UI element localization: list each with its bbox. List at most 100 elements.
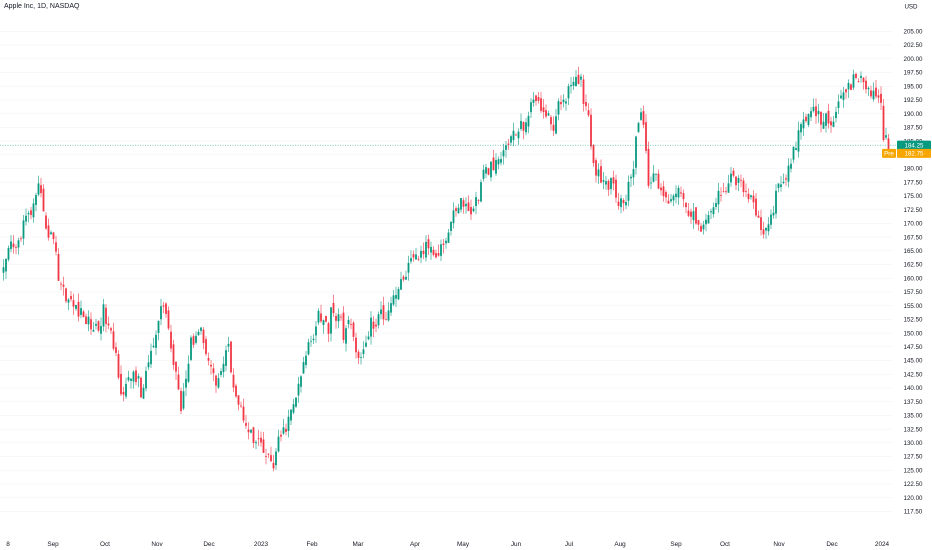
price-tick-label: 140.00 xyxy=(904,385,923,392)
candle xyxy=(25,208,27,226)
candle xyxy=(562,94,565,108)
candle xyxy=(512,122,515,147)
candle xyxy=(790,158,792,173)
candle xyxy=(830,116,832,133)
candle xyxy=(80,300,82,319)
candle xyxy=(722,183,725,193)
candle xyxy=(557,98,560,121)
candle xyxy=(330,307,332,342)
candle xyxy=(87,310,90,332)
candle xyxy=(735,176,737,190)
price-tick-label: 195.00 xyxy=(904,83,923,90)
candle xyxy=(95,318,97,330)
candle xyxy=(10,234,12,253)
candle xyxy=(292,398,295,415)
candle xyxy=(520,113,522,132)
candle xyxy=(442,238,445,254)
candle xyxy=(270,446,272,462)
candle xyxy=(305,351,307,369)
candle xyxy=(217,373,220,389)
candle xyxy=(785,174,787,186)
candle xyxy=(782,173,785,185)
price-axis[interactable]: USD 205.00 202.50 200.00 197.50 195.00 192.50 1… xyxy=(882,0,932,550)
candle xyxy=(30,206,32,220)
candle xyxy=(77,293,80,322)
candle xyxy=(162,301,165,314)
candle xyxy=(380,301,382,320)
candle xyxy=(277,429,280,453)
candle xyxy=(597,163,600,184)
candle xyxy=(717,182,720,213)
candle xyxy=(395,286,397,308)
candle xyxy=(847,79,850,98)
time-tick-label: Apr xyxy=(410,541,421,548)
candle xyxy=(360,352,362,365)
candle xyxy=(85,313,87,325)
candle xyxy=(227,336,230,353)
candle xyxy=(185,370,187,397)
candle xyxy=(37,175,40,197)
candle xyxy=(652,164,655,183)
candle xyxy=(372,316,375,338)
candle xyxy=(412,250,415,262)
candle xyxy=(315,321,317,343)
price-tick-label: 200.00 xyxy=(904,56,923,63)
candle xyxy=(732,168,735,178)
candle xyxy=(205,336,207,357)
candle xyxy=(730,166,732,187)
candle xyxy=(547,110,550,117)
candle xyxy=(545,104,547,119)
price-tick-label: 125.00 xyxy=(904,467,923,474)
candle xyxy=(642,105,645,129)
time-tick-label: 8 xyxy=(6,541,10,548)
candle xyxy=(235,383,237,399)
candle xyxy=(637,121,640,133)
candle xyxy=(755,193,757,218)
candle xyxy=(100,317,102,341)
candle xyxy=(792,146,795,164)
candle xyxy=(172,339,175,370)
price-tick-label: 145.00 xyxy=(904,358,923,365)
candle xyxy=(860,71,862,83)
candle xyxy=(815,98,817,124)
candle xyxy=(50,230,52,235)
candle xyxy=(845,88,847,99)
candle xyxy=(225,345,227,372)
candle xyxy=(657,169,660,190)
candle xyxy=(32,198,35,223)
candle xyxy=(555,108,557,135)
price-axis-bg xyxy=(896,0,932,550)
candle xyxy=(515,133,517,136)
candle xyxy=(617,193,620,210)
time-tick-label: Jul xyxy=(565,541,573,548)
candle xyxy=(167,306,170,331)
candle xyxy=(250,429,252,434)
candle xyxy=(660,183,662,196)
candle xyxy=(135,366,137,386)
time-axis[interactable]: 8 Sep Oct Nov Dec 2023 Feb Mar Apr May Jun Jul Aug Se… xyxy=(6,541,889,548)
candles xyxy=(2,66,890,472)
candle xyxy=(52,231,55,245)
candle xyxy=(102,298,105,332)
candle xyxy=(835,106,837,123)
candle xyxy=(67,298,70,311)
candle xyxy=(40,177,42,198)
candle xyxy=(20,236,22,242)
candle xyxy=(295,396,297,408)
candle xyxy=(132,370,135,389)
candle xyxy=(632,160,635,186)
candle xyxy=(820,111,822,133)
candle xyxy=(350,318,352,330)
price-tick-label: 147.50 xyxy=(904,344,923,351)
price-tick-label: 172.50 xyxy=(904,207,923,214)
candle xyxy=(175,361,177,380)
candle xyxy=(740,174,742,188)
candle xyxy=(275,448,277,470)
last-price-label: 184.25 xyxy=(905,142,924,149)
candle xyxy=(675,185,677,204)
candle xyxy=(672,193,675,207)
candle xyxy=(425,235,427,262)
candle xyxy=(610,177,612,195)
time-tick-label: Oct xyxy=(100,541,110,548)
